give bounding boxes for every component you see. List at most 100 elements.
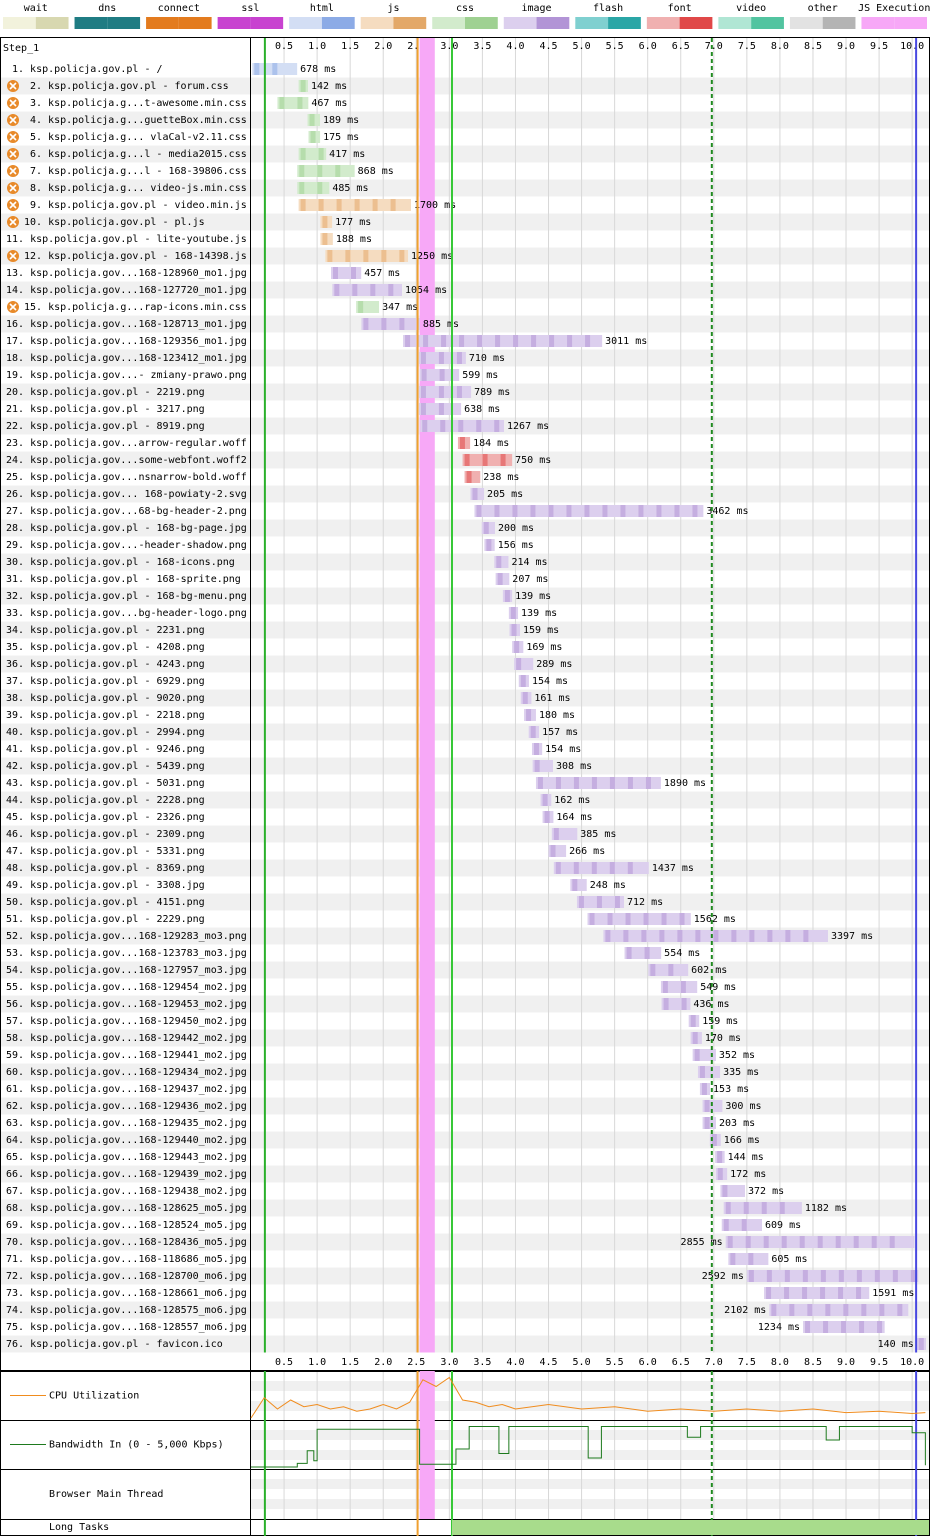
bar-chunk [254,63,260,75]
bar-chunk [680,981,686,993]
duration-label: 170 ms [705,1033,741,1044]
request-bar [764,1287,870,1299]
cpu-line [250,1376,926,1419]
bar-chunk [643,913,649,925]
duration-label: 154 ms [532,676,568,687]
request-label: 21. ksp.policja.gov.pl - 3217.png [6,404,205,415]
bar-chunk [761,1202,767,1214]
row-stripe [1,723,929,741]
request-label: 38. ksp.policja.gov.pl - 9020.png [6,693,205,704]
request-label: 64. ksp.policja.gov...168-129440_mo2.jpg [6,1135,247,1146]
request-label: 52. ksp.policja.gov...168-129283_mo3.png [6,931,247,942]
duration-label: 189 ms [323,115,359,126]
bar-chunk [420,386,426,398]
bar-chunk [645,777,651,789]
bar-chunk [781,1236,787,1248]
bar-chunk [614,896,620,908]
duration-label: 3397 ms [831,931,873,942]
duration-label: 2592 ms [702,1271,744,1282]
request-label: 36. ksp.policja.gov.pl - 4243.png [6,659,205,670]
warning-icon [9,303,17,311]
duration-label: 868 ms [358,166,394,177]
legend-swatch [146,17,179,29]
request-label: 4. ksp.policja.g...guetteBox.min.css [30,115,247,126]
legend-swatch [3,17,36,29]
row-stripe [1,1097,929,1115]
x-tick-label: 7.0 [705,1357,723,1368]
bar-chunk [405,335,411,347]
bar-chunk [300,80,306,92]
bar-chunk [500,454,506,466]
duration-label: 335 ms [723,1067,759,1078]
row-stripe [1,1165,929,1183]
duration-label: 549 ms [700,982,736,993]
bar-chunk [438,352,444,364]
legend-label: image [521,3,551,14]
duration-label: 2855 ms [681,1237,723,1248]
duration-label: 140 ms [878,1339,914,1350]
long-task [451,1520,929,1535]
warning-icon [9,133,17,141]
bar-chunk [459,335,465,347]
legend-label: dns [98,3,116,14]
bar-chunk [784,1287,790,1299]
bar-chunk [620,505,626,517]
duration-label: 144 ms [728,1152,764,1163]
legend-swatch [575,17,609,29]
row-stripe [1,995,929,1013]
bar-chunk [817,1236,823,1248]
bar-chunk [668,964,674,976]
row-stripe [1,485,929,503]
request-label: 61. ksp.policja.gov...168-129437_mo2.jpg [6,1084,247,1095]
duration-label: 180 ms [539,710,575,721]
bar-chunk [327,250,333,262]
warning-icon [9,150,17,158]
x-tick-label: 1.5 [341,1357,359,1368]
bar-chunk [717,1168,723,1180]
warning-icon [9,99,17,107]
x-tick-label: 3.5 [473,1357,491,1368]
bar-chunk [441,335,447,347]
js-execution [419,38,435,1353]
duration-label: 599 ms [462,370,498,381]
bar-chunk [317,165,323,177]
bar-chunk [522,692,528,704]
bar-chunk [918,1338,924,1350]
duration-label: 1700 ms [414,200,456,211]
bar-chunk [589,913,595,925]
x-tick-label: 4.0 [506,41,524,52]
request-label: 47. ksp.policja.gov.pl - 5331.png [6,846,205,857]
bar-chunk [459,437,465,449]
duration-label: 712 ms [627,897,663,908]
duration-label: 142 ms [311,81,347,92]
bar-chunk [745,1236,751,1248]
request-label: 58. ksp.policja.gov...168-129442_mo2.jpg [6,1033,247,1044]
row-stripe [1,825,929,843]
bar-chunk [591,862,597,874]
duration-label: 166 ms [724,1135,760,1146]
request-label: 65. ksp.policja.gov...168-129443_mo2.jpg [6,1152,247,1163]
bar-chunk [704,1100,710,1112]
bar-chunk [482,454,488,466]
bar-chunk [771,1304,777,1316]
request-label: 20. ksp.policja.gov.pl - 2219.png [6,387,205,398]
duration-label: 347 ms [382,302,418,313]
bar-chunk [566,505,572,517]
bar-chunk [477,335,483,347]
bar-chunk [423,335,429,347]
row-stripe [1,1199,929,1217]
duration-label: 248 ms [590,880,626,891]
bar-chunk [749,930,755,942]
bar-chunk [677,930,683,942]
request-label: 18. ksp.policja.gov...168-123412_mo1.jpg [6,353,247,364]
bar-chunk [766,1287,772,1299]
bandwidth-line [251,1426,926,1468]
bar-chunk [910,1270,916,1282]
bar-chunk [602,505,608,517]
x-tick-label: 6.0 [639,41,657,52]
legend-swatch [861,17,895,29]
bar-chunk [299,165,305,177]
duration-label: 214 ms [511,557,547,568]
request-label: 57. ksp.policja.gov...168-129450_mo2.jpg [6,1016,247,1027]
bar-chunk [494,505,500,517]
